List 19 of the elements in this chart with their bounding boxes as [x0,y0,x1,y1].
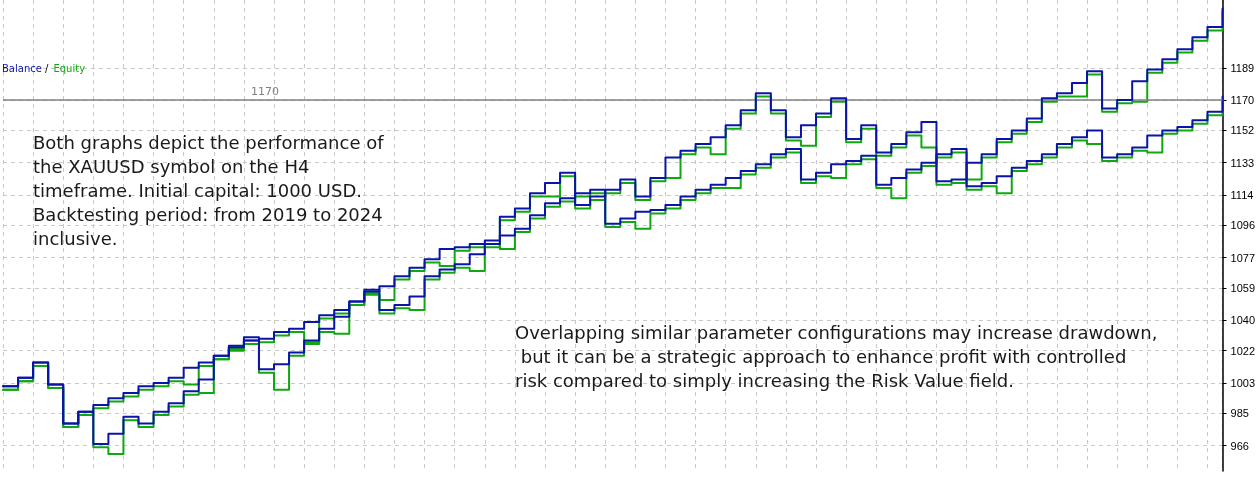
y-tick-label: 985 [1230,407,1249,420]
y-tick-label: 1152 [1230,124,1255,137]
annotation: / [45,62,50,74]
y-tick-label: 1133 [1230,156,1255,169]
y-tick-label: 1189 [1230,61,1255,74]
y-tick-label: 1077 [1230,251,1256,264]
text: Balance [2,62,46,74]
annotation: Both graphs depict the performance of the XAUUSD symbol on the H4 timeframe. Initial capital: 1000 USD. Backtesting period: from 2019 to 2024 inclusive. [33,131,390,249]
y-tick-label: 1059 [1230,282,1256,295]
y-tick-label: 1114 [1230,188,1254,201]
y-tick-label: 1022 [1230,344,1256,357]
y-tick-label: 966 [1230,439,1249,452]
y-tick-label: 1040 [1230,314,1256,327]
ref-line-label: 1170 [251,84,279,98]
annotation: Overlapping similar parameter configurations may increase drawdown, but it can be a strategic approach to enhance profit with controlled risk compared to simply increasing the Risk Value field. [515,321,1158,391]
y-tick-label: 1003 [1230,376,1256,389]
y-tick-label: 1096 [1230,219,1256,232]
y-tick-label: 1170 [1230,93,1255,106]
text: Equity [53,62,86,74]
